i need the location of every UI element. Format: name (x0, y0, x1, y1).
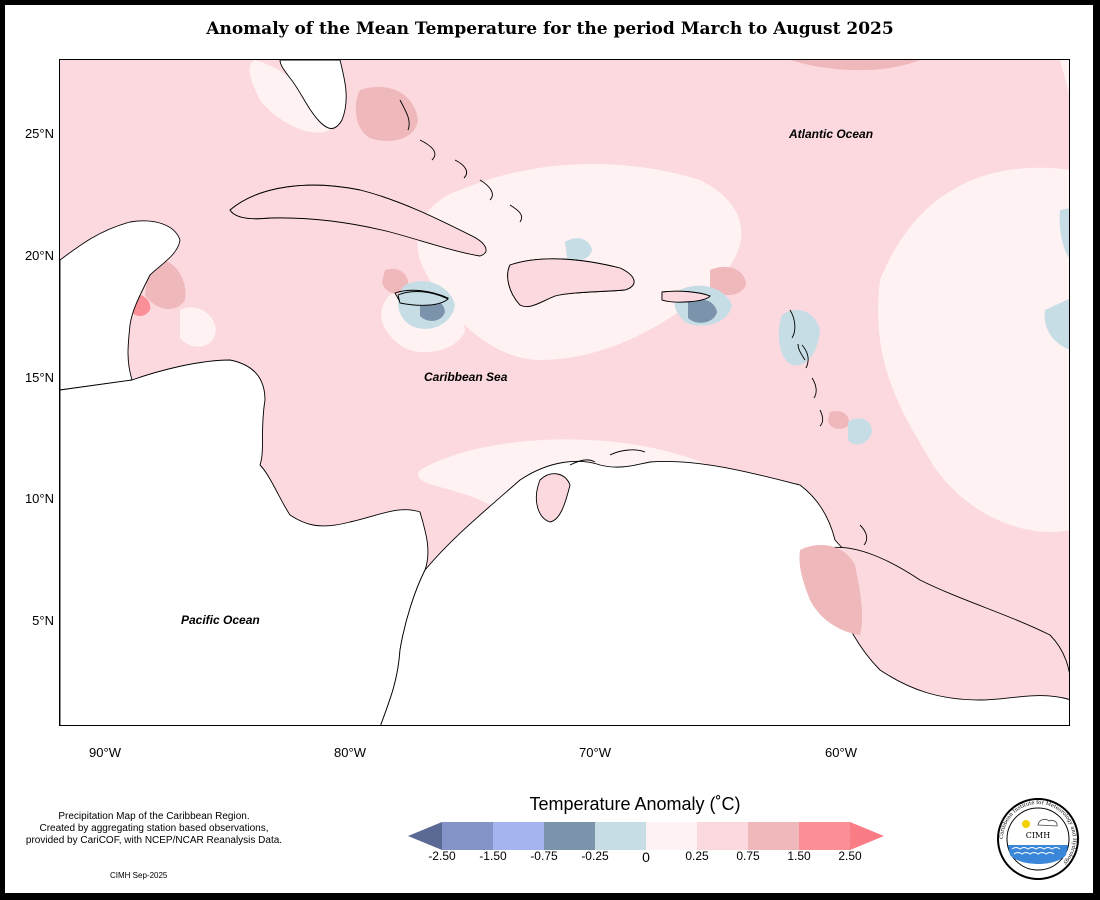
sun-icon (1022, 820, 1030, 828)
date-stamp: CIMH Sep-2025 (110, 871, 168, 880)
cuba (229, 184, 487, 257)
map-svg (60, 60, 1069, 725)
legend-title: Temperature Anomaly (˚C) (529, 794, 741, 814)
legend-color-cell (442, 822, 494, 850)
lon-label-80w: 80°W (334, 745, 366, 760)
logo-text: CIMH (1026, 831, 1050, 840)
caption-line-2: Created by aggregating station based obs… (39, 823, 269, 834)
puerto-rico (661, 290, 711, 303)
cloud-icon (1037, 818, 1058, 827)
legend-tick-label: -0.25 (581, 849, 609, 863)
lake-region (536, 473, 571, 523)
lat-label-20n: 20°N (24, 248, 54, 263)
lat-label-15n: 15°N (24, 370, 54, 385)
pacific-ocean-label: Pacific Ocean (181, 613, 260, 627)
legend-tick-label: 0 (642, 849, 650, 865)
caribbean-sea-label: Caribbean Sea (424, 370, 508, 384)
legend-tick-label: -2.50 (428, 849, 456, 863)
legend-color-cell (646, 822, 698, 850)
legend-tick-label: 1.50 (787, 849, 811, 863)
legend-color-cell (544, 822, 596, 850)
legend-color-cell (408, 822, 442, 850)
caption-line-3: provided by CariCOF, with NCEP/NCAR Rean… (25, 835, 283, 846)
legend-tick-label: 0.25 (685, 849, 709, 863)
lat-label-5n: 5°N (32, 613, 54, 628)
legend-color-cell (697, 822, 749, 850)
anomaly-map (59, 59, 1070, 726)
map-caption: Precipitation Map of the Caribbean Regio… (4, 811, 304, 847)
legend-color-cell (748, 822, 800, 850)
small-islands (399, 99, 868, 546)
map-title: Anomaly of the Mean Temperature for the … (206, 19, 894, 39)
guyana-warm-patch (799, 545, 863, 635)
lat-label-10n: 10°N (24, 491, 54, 506)
legend-color-cell (595, 822, 647, 850)
legend-color-cell (799, 822, 851, 850)
legend-color-cell (493, 822, 545, 850)
lat-label-25n: 25°N (24, 126, 54, 141)
legend-tick-label: 0.75 (736, 849, 760, 863)
hispaniola (507, 258, 635, 307)
lon-label-60w: 60°W (825, 745, 857, 760)
color-legend-bar (408, 822, 884, 850)
atlantic-ocean-label: Atlantic Ocean (789, 127, 874, 141)
legend-color-cell (850, 822, 884, 850)
caption-line-1: Precipitation Map of the Caribbean Regio… (58, 811, 250, 822)
cimh-logo: CIMH Caribbean Institute for Meteorology… (997, 798, 1079, 880)
lon-label-70w: 70°W (579, 745, 611, 760)
jamaica (397, 291, 449, 306)
legend-tick-label: -0.75 (530, 849, 558, 863)
legend-tick-label: -1.50 (479, 849, 507, 863)
lon-label-90w: 90°W (89, 745, 121, 760)
guianas-land (819, 546, 1069, 701)
legend-tick-label: 2.50 (838, 849, 862, 863)
